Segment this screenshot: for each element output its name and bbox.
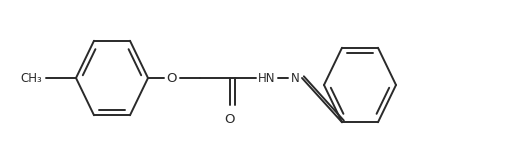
Text: CH₃: CH₃ (20, 72, 42, 84)
Text: N: N (290, 72, 299, 84)
Text: HN: HN (258, 72, 275, 84)
Text: O: O (166, 72, 177, 84)
Text: O: O (224, 113, 235, 126)
